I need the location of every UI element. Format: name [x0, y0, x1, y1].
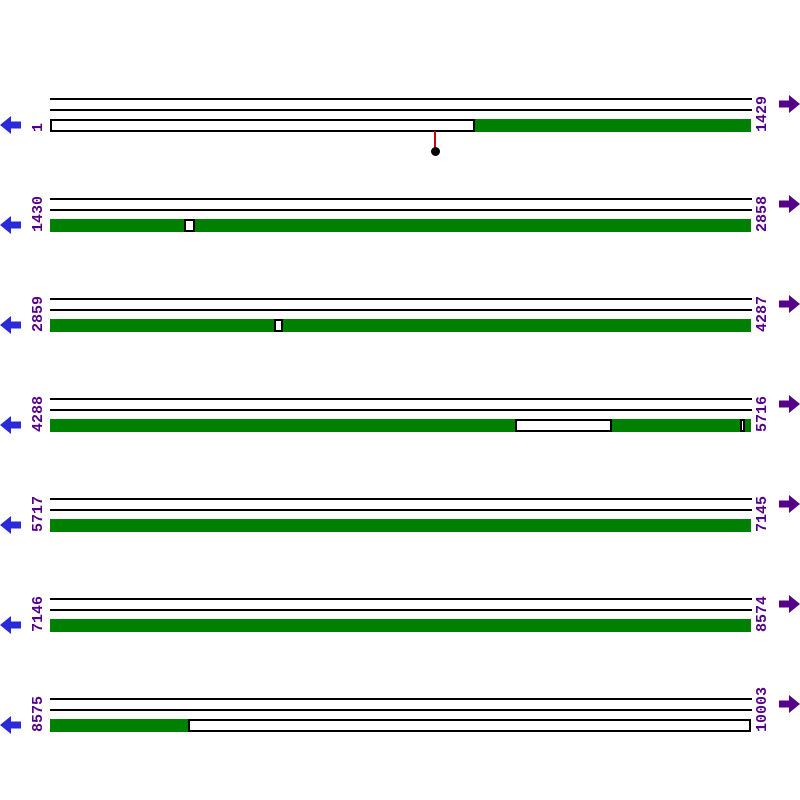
- ruler-line-bottom: [50, 309, 752, 311]
- uncovered-region: [740, 419, 745, 432]
- scroll-right-button[interactable]: [779, 195, 800, 213]
- match-segment[interactable]: [195, 219, 751, 232]
- scroll-left-button[interactable]: [0, 716, 21, 734]
- uncovered-region: [50, 119, 475, 132]
- scroll-right-button[interactable]: [779, 695, 800, 713]
- sequence-row: 5717 7145: [0, 400, 800, 534]
- sequence-track: [0, 600, 800, 732]
- sequence-row: 8575 10003: [0, 600, 800, 734]
- sequence-track: [0, 100, 800, 232]
- uncovered-region: [274, 319, 283, 332]
- right-arrow-icon: [779, 595, 800, 613]
- ruler-line-bottom: [50, 609, 752, 611]
- right-arrow-icon: [779, 495, 800, 513]
- sequence-track: [0, 300, 800, 432]
- scroll-right-button[interactable]: [779, 395, 800, 413]
- left-arrow-icon: [0, 116, 21, 134]
- sequence-row: 7146 8574: [0, 500, 800, 634]
- ruler-line-top: [50, 498, 752, 500]
- scroll-right-button[interactable]: [779, 595, 800, 613]
- match-segment[interactable]: [612, 419, 740, 432]
- right-arrow-icon: [779, 195, 800, 213]
- match-segment[interactable]: [50, 619, 751, 632]
- feature-marker-dot[interactable]: [431, 147, 440, 156]
- match-segment[interactable]: [475, 119, 751, 132]
- ruler-line-top: [50, 98, 752, 100]
- scroll-left-button[interactable]: [0, 316, 21, 334]
- right-arrow-icon: [779, 295, 800, 313]
- scroll-left-button[interactable]: [0, 616, 21, 634]
- left-arrow-icon: [0, 416, 21, 434]
- left-arrow-icon: [0, 716, 21, 734]
- match-segment[interactable]: [50, 219, 184, 232]
- right-arrow-icon: [779, 395, 800, 413]
- feature-marker-line: [434, 131, 436, 149]
- sequence-row: 1430 2858: [0, 100, 800, 234]
- sequence-track: [0, 200, 800, 332]
- scroll-left-button[interactable]: [0, 216, 21, 234]
- match-segment[interactable]: [50, 319, 274, 332]
- row-end-coordinate: 10003: [754, 686, 771, 732]
- sequence-row: 2859 4287: [0, 200, 800, 334]
- scroll-left-button[interactable]: [0, 116, 21, 134]
- ruler-line-bottom: [50, 509, 752, 511]
- left-arrow-icon: [0, 216, 21, 234]
- sequence-track: [0, 500, 800, 632]
- ruler-line-bottom: [50, 409, 752, 411]
- left-arrow-icon: [0, 316, 21, 334]
- scroll-right-button[interactable]: [779, 295, 800, 313]
- scroll-left-button[interactable]: [0, 416, 21, 434]
- left-arrow-icon: [0, 516, 21, 534]
- sequence-row: 1 1429: [0, 0, 800, 156]
- uncovered-region: [515, 419, 612, 432]
- left-arrow-icon: [0, 616, 21, 634]
- uncovered-region: [184, 219, 195, 232]
- scroll-right-button[interactable]: [779, 95, 800, 113]
- sequence-row: 4288 5716: [0, 300, 800, 434]
- ruler-line-top: [50, 298, 752, 300]
- ruler-line-top: [50, 198, 752, 200]
- uncovered-region: [188, 719, 751, 732]
- sequence-track: [0, 0, 800, 156]
- match-segment[interactable]: [50, 719, 188, 732]
- match-segment[interactable]: [283, 319, 751, 332]
- row-start-coordinate: 8575: [30, 695, 47, 732]
- ruler-line-top: [50, 598, 752, 600]
- right-arrow-icon: [779, 695, 800, 713]
- ruler-line-bottom: [50, 709, 752, 711]
- right-arrow-icon: [779, 95, 800, 113]
- sequence-track: [0, 400, 800, 532]
- ruler-line-bottom: [50, 109, 752, 111]
- scroll-right-button[interactable]: [779, 495, 800, 513]
- scroll-left-button[interactable]: [0, 516, 21, 534]
- ruler-line-top: [50, 398, 752, 400]
- match-segment[interactable]: [745, 419, 751, 432]
- ruler-line-bottom: [50, 209, 752, 211]
- ruler-line-top: [50, 698, 752, 700]
- match-segment[interactable]: [50, 419, 515, 432]
- match-segment[interactable]: [50, 519, 751, 532]
